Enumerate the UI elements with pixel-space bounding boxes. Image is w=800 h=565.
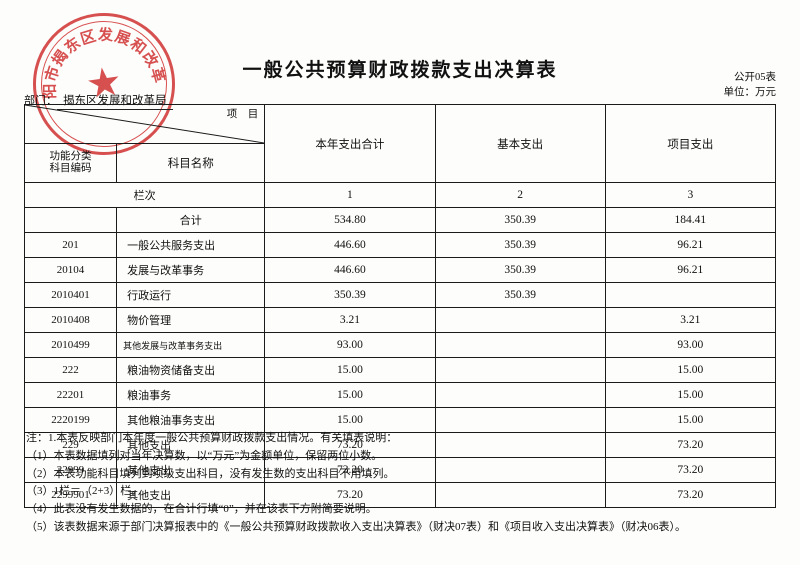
note-line-4: （4）此表没有发生数据的，在合计行填“0”，并在该表下方附简要说明。 <box>26 503 377 516</box>
cell-name: 发展与改革事务 <box>116 257 266 283</box>
table-row: 2299901 其他支出 73.20 73.20 <box>23 482 777 508</box>
cell-name: 其他支出 <box>116 457 266 483</box>
cell-total: 93.00 <box>264 332 436 358</box>
table-column-number-row: 栏次 1 2 3 <box>23 182 777 208</box>
header-name-col: 科目名称 <box>116 143 266 183</box>
cell-code: 22201 <box>23 382 118 408</box>
cell-code: 201 <box>23 232 118 258</box>
cell-basic: 350.39 <box>434 257 606 283</box>
cell-name: 粮油事务 <box>116 382 266 408</box>
table-row: 229 其他支出 73.20 73.20 <box>23 432 777 458</box>
header-col-num-3: 3 <box>604 182 777 208</box>
table-row: 20104 发展与改革事务 446.60 350.39 96.21 <box>23 257 777 283</box>
table-row: 2010401 行政运行 350.39 350.39 <box>23 282 777 308</box>
cell-project: 73.20 <box>604 432 777 458</box>
budget-table: 项 目 本年支出合计 基本支出 项目支出 功能分类 科目编码 科目名称 <box>23 104 777 508</box>
cell-total: 15.00 <box>264 357 436 383</box>
cell-name: 其他支出 <box>116 482 266 508</box>
form-code-block: 公开05表 单位：万元 <box>724 70 777 100</box>
cell-basic <box>434 332 606 358</box>
note-line-0: 注：1.本表反映部门本年度一般公共预算财政拨款支出情况。有关填表说明： <box>26 432 398 444</box>
cell-basic <box>434 407 606 433</box>
cell-basic <box>434 307 606 333</box>
cell-project: 15.00 <box>604 382 777 408</box>
header-code-col: 功能分类 科目编码 <box>23 143 118 183</box>
cell-code <box>23 207 118 233</box>
header-col-num-2: 2 <box>434 182 606 208</box>
cell-total: 350.39 <box>264 282 436 308</box>
cell-code: 222 <box>23 357 118 383</box>
header-total-col: 本年支出合计 <box>264 104 436 183</box>
cell-total: 15.00 <box>264 382 436 408</box>
cell-code: 2010408 <box>23 307 118 333</box>
table-row: 合计 534.80 350.39 184.41 <box>23 207 777 233</box>
cell-code: 22999 <box>23 457 118 483</box>
cell-total: 534.80 <box>264 207 436 233</box>
cell-project: 96.21 <box>604 257 777 283</box>
cell-basic: 350.39 <box>434 282 606 308</box>
cell-basic <box>434 482 606 508</box>
cell-project: 73.20 <box>604 482 777 508</box>
form-code: 公开05表 <box>734 72 776 83</box>
cell-name: 其他支出 <box>116 432 266 458</box>
table-header-row-2: 功能分类 科目编码 科目名称 <box>23 143 776 183</box>
table-header-row: 项 目 本年支出合计 基本支出 项目支出 <box>23 104 777 183</box>
table-notes: 注：1.本表反映部门本年度一般公共预算财政拨款支出情况。有关填表说明： （1）本… <box>26 430 766 537</box>
unit-label: 单位：万元 <box>723 87 777 99</box>
header-corner-cell: 项 目 <box>23 104 266 144</box>
cell-name: 合计 <box>116 207 266 233</box>
cell-basic <box>434 382 606 408</box>
cell-project: 93.00 <box>604 332 777 358</box>
header-basic-col: 基本支出 <box>434 104 606 183</box>
cell-total: 73.20 <box>264 432 436 458</box>
table-row: 2220199 其他粮油事务支出 15.00 15.00 <box>23 407 777 433</box>
cell-total: 73.20 <box>264 482 436 508</box>
cell-code: 2010401 <box>23 282 118 308</box>
header-code-line2: 科目编码 <box>49 163 92 174</box>
budget-table-wrapper: 项 目 本年支出合计 基本支出 项目支出 功能分类 科目编码 科目名称 <box>23 104 777 508</box>
cell-name: 行政运行 <box>116 282 266 308</box>
cell-project: 184.41 <box>604 207 777 233</box>
cell-code: 20104 <box>23 257 118 283</box>
cell-total: 446.60 <box>264 257 436 283</box>
header-row-label: 栏次 <box>23 182 266 208</box>
header-code-line1: 功能分类 <box>49 150 92 162</box>
cell-project: 15.00 <box>604 357 777 383</box>
cell-name: 物价管理 <box>116 307 266 333</box>
table-row: 22201 粮油事务 15.00 15.00 <box>23 382 777 408</box>
table-row: 2010408 物价管理 3.21 3.21 <box>23 307 777 333</box>
note-line-3: （3）1栏＝（2+3）栏。 <box>26 485 143 498</box>
note-line-2: （2）本表功能科目填列到项级支出科目，没有发生数的支出科目不用填列。 <box>26 467 395 480</box>
cell-basic: 350.39 <box>434 207 606 233</box>
cell-project: 96.21 <box>604 232 777 258</box>
note-line-1: （1）本表数据填列对当年决算数，以“万元”为金额单位，保留两位小数。 <box>26 449 383 462</box>
cell-name: 其他发展与改革事务支出 <box>116 332 266 358</box>
cell-basic <box>434 357 606 383</box>
cell-project <box>604 282 777 308</box>
header-project-label: 项 目 <box>226 109 259 120</box>
cell-basic: 350.39 <box>434 232 606 258</box>
cell-name: 其他粮油事务支出 <box>116 407 266 433</box>
header-col-num-1: 1 <box>264 182 436 208</box>
cell-code: 2010499 <box>23 332 118 358</box>
cell-total: 3.21 <box>264 307 436 333</box>
table-row: 201 一般公共服务支出 446.60 350.39 96.21 <box>23 232 777 258</box>
diagonal-divider-icon <box>25 105 265 143</box>
table-row: 2010499 其他发展与改革事务支出 93.00 93.00 <box>23 332 777 358</box>
note-line-5: （5）该表数据来源于部门决算报表中的《一般公共预算财政拨款收入支出决算表》（财决… <box>26 521 686 534</box>
cell-code: 2220199 <box>23 407 118 433</box>
page-title: 一般公共预算财政拨款支出决算表 <box>242 60 558 81</box>
cell-project: 3.21 <box>604 307 777 333</box>
cell-name: 粮油物资储备支出 <box>116 357 266 383</box>
cell-code: 2299901 <box>23 482 118 508</box>
cell-total: 15.00 <box>264 407 436 433</box>
cell-total: 446.60 <box>264 232 436 258</box>
cell-name: 一般公共服务支出 <box>116 232 266 258</box>
table-body: 合计 534.80 350.39 184.41 201 一般公共服务支出 446.60 350… <box>23 207 777 508</box>
table-row: 222 粮油物资储备支出 15.00 15.00 <box>23 357 777 383</box>
cell-project: 15.00 <box>604 407 777 433</box>
header-project-col: 项目支出 <box>604 104 777 183</box>
